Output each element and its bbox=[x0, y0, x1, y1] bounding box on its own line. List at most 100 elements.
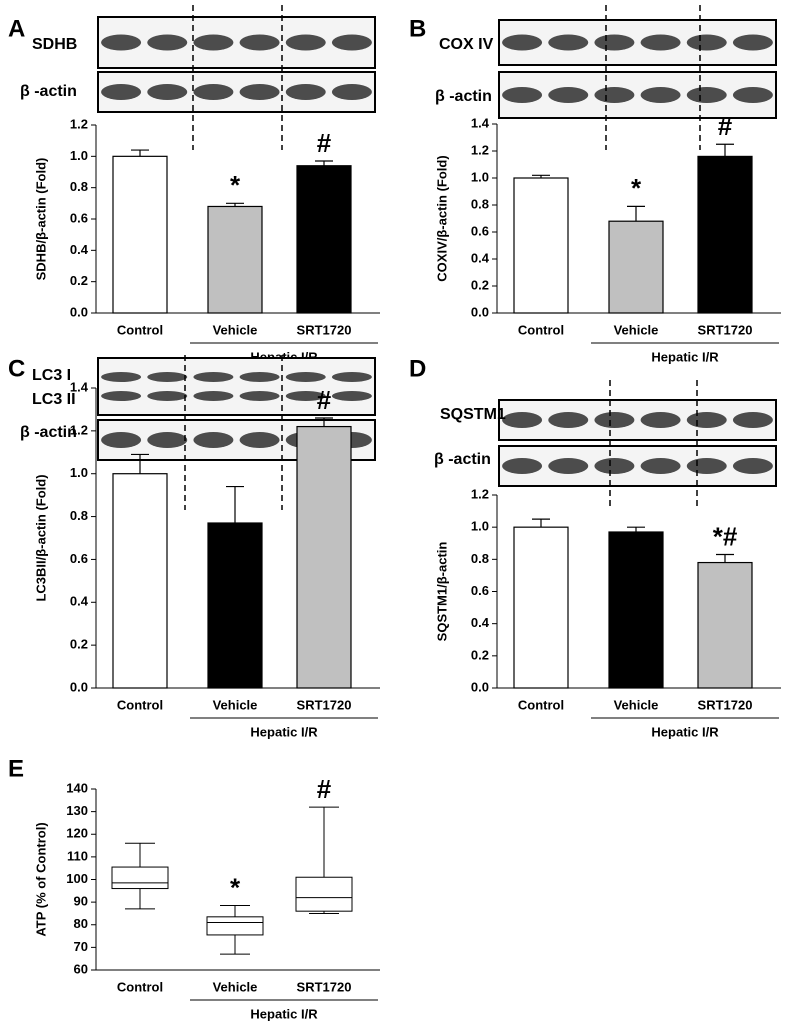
y-tick-label: 0.4 bbox=[70, 242, 89, 257]
x-tick-label: Control bbox=[117, 979, 163, 994]
blot-band bbox=[548, 34, 589, 51]
blot-label: SDHB bbox=[32, 36, 77, 53]
box bbox=[295, 876, 353, 912]
blot-band bbox=[239, 432, 280, 448]
group-label: Hepatic I/R bbox=[651, 349, 719, 364]
blot-band bbox=[147, 391, 188, 401]
blot-label: COX IV bbox=[439, 36, 494, 53]
y-tick-label: 1.2 bbox=[70, 422, 88, 437]
y-tick-label: 0.8 bbox=[471, 551, 489, 566]
bar bbox=[697, 561, 753, 689]
blot-band bbox=[732, 458, 773, 474]
blot-band bbox=[732, 412, 773, 428]
blot-label: β -actin bbox=[20, 83, 77, 100]
x-tick-label: Control bbox=[117, 697, 163, 712]
blot-frame bbox=[498, 71, 777, 119]
annotation: * bbox=[631, 173, 642, 203]
blot-band bbox=[101, 432, 142, 448]
box bbox=[206, 916, 264, 936]
blot-band bbox=[101, 34, 142, 51]
blot-band bbox=[686, 412, 727, 428]
blot-band bbox=[193, 432, 234, 448]
annotation: *# bbox=[713, 521, 738, 551]
blot-band bbox=[594, 412, 635, 428]
y-tick-label: 0.2 bbox=[471, 277, 489, 292]
y-axis-label: ATP (% of Control) bbox=[33, 822, 48, 936]
x-tick-label: Vehicle bbox=[614, 697, 659, 712]
y-tick-label: 0.2 bbox=[70, 637, 88, 652]
annotation: # bbox=[317, 774, 332, 804]
blot-frame bbox=[498, 399, 777, 441]
blot-frame bbox=[97, 71, 376, 113]
blot-band bbox=[502, 412, 543, 428]
y-tick-label: 1.2 bbox=[70, 116, 88, 131]
y-tick-label: 0.0 bbox=[70, 304, 88, 319]
blot-band bbox=[640, 34, 681, 51]
y-tick-label: 0.0 bbox=[471, 679, 489, 694]
blot-label: LC3 I bbox=[32, 367, 71, 384]
blot-band bbox=[732, 34, 773, 51]
bar bbox=[608, 531, 664, 689]
y-tick-label: 0.0 bbox=[70, 679, 88, 694]
blot-frame bbox=[97, 357, 376, 416]
group-label: Hepatic I/R bbox=[250, 724, 318, 739]
y-tick-label: 0.6 bbox=[70, 210, 88, 225]
blot-band bbox=[594, 87, 635, 103]
x-tick-label: Vehicle bbox=[213, 322, 258, 337]
blot-band bbox=[193, 34, 234, 51]
y-tick-label: 60 bbox=[74, 961, 88, 976]
blot-band bbox=[594, 34, 635, 51]
blot-band bbox=[147, 34, 188, 51]
panel-label: B bbox=[409, 15, 426, 42]
blot-band bbox=[548, 412, 589, 428]
panel-label: A bbox=[8, 15, 25, 42]
y-axis-label: SQSTM1/β-actin bbox=[434, 542, 449, 642]
blot-band bbox=[285, 84, 326, 100]
blot-band bbox=[640, 412, 681, 428]
blot-band bbox=[193, 391, 234, 401]
blot-label: LC3 II bbox=[32, 391, 76, 408]
blot-band bbox=[193, 372, 234, 382]
x-tick-label: Control bbox=[518, 322, 564, 337]
y-tick-label: 0.0 bbox=[471, 304, 489, 319]
blot-band bbox=[147, 432, 188, 448]
y-tick-label: 1.0 bbox=[471, 519, 489, 534]
bar bbox=[608, 220, 664, 314]
x-tick-label: SRT1720 bbox=[297, 322, 352, 337]
blot-label: SQSTM1 bbox=[440, 406, 506, 423]
blot-band bbox=[331, 84, 372, 100]
x-tick-label: Control bbox=[117, 322, 163, 337]
blot-band bbox=[285, 34, 326, 51]
blot-label: β -actin bbox=[434, 451, 491, 468]
y-tick-label: 0.4 bbox=[70, 594, 89, 609]
annotation: * bbox=[230, 170, 241, 200]
y-tick-label: 0.6 bbox=[70, 551, 88, 566]
y-tick-label: 0.2 bbox=[70, 273, 88, 288]
blot-band bbox=[285, 391, 326, 401]
blot-band bbox=[239, 84, 280, 100]
box bbox=[111, 866, 169, 890]
bar bbox=[513, 526, 569, 689]
x-tick-label: SRT1720 bbox=[297, 979, 352, 994]
blot-label: β -actin bbox=[20, 424, 77, 441]
x-tick-label: Control bbox=[518, 697, 564, 712]
x-tick-label: Vehicle bbox=[213, 697, 258, 712]
y-tick-label: 80 bbox=[74, 916, 88, 931]
blot-band bbox=[548, 458, 589, 474]
y-axis-label: COXIV/β-actin (Fold) bbox=[434, 155, 449, 281]
panel-label: C bbox=[8, 355, 25, 382]
blot-band bbox=[239, 34, 280, 51]
y-tick-label: 0.8 bbox=[471, 196, 489, 211]
blot-band bbox=[239, 372, 280, 382]
y-tick-label: 120 bbox=[66, 826, 88, 841]
y-tick-label: 0.8 bbox=[70, 179, 88, 194]
blot-band bbox=[502, 87, 543, 103]
panel-label: D bbox=[409, 355, 426, 382]
y-tick-label: 1.4 bbox=[70, 379, 89, 394]
y-tick-label: 100 bbox=[66, 871, 88, 886]
y-tick-label: 1.2 bbox=[471, 486, 489, 501]
y-tick-label: 1.2 bbox=[471, 142, 489, 157]
blot-band bbox=[502, 458, 543, 474]
bar bbox=[207, 522, 263, 689]
